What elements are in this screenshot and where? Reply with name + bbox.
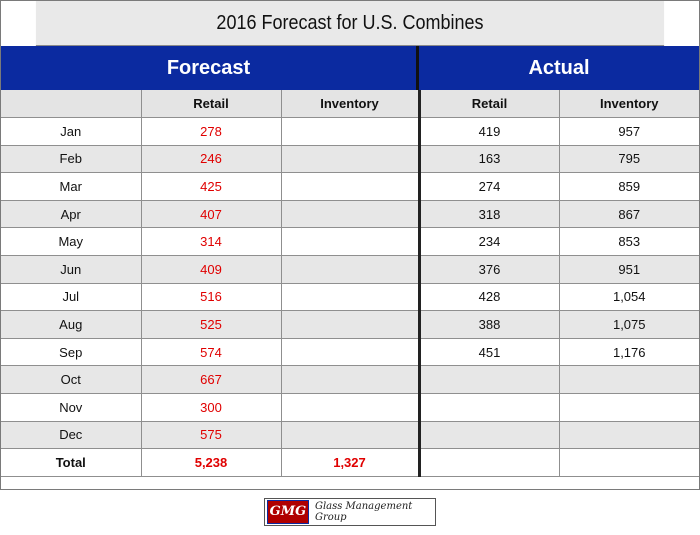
total-row: Total 5,238 1,327 [1, 448, 699, 477]
actual-band: Actual [419, 46, 699, 90]
table-row: Dec 575 [1, 420, 699, 450]
logo-mark: GMG [267, 500, 309, 524]
table-row: Oct 667 [1, 365, 699, 395]
actual-retail-cell: 376 [418, 255, 560, 284]
forecast-table-frame: 2016 Forecast for U.S. Combines Forecast… [0, 0, 700, 490]
forecast-retail-cell: 575 [140, 420, 282, 450]
forecast-retail-cell: 409 [140, 255, 282, 284]
forecast-retail-cell: 667 [140, 365, 282, 395]
actual-retail-cell: 428 [418, 282, 560, 312]
forecast-retail-cell: 425 [140, 172, 282, 201]
forecast-retail-cell: 525 [140, 310, 282, 339]
actual-inventory-cell: 951 [558, 255, 699, 284]
actual-inventory-cell: 795 [558, 144, 699, 174]
month-cell: Mar [1, 172, 142, 201]
gmg-logo: GMG Glass Management Group [264, 498, 436, 526]
section-bands: Forecast Actual [1, 46, 699, 90]
actual-inventory-cell: 957 [558, 117, 699, 146]
forecast-band: Forecast [1, 46, 419, 90]
month-cell: Jun [1, 255, 142, 284]
logo-text: Glass Management Group [314, 501, 413, 523]
forecast-inventory-cell [280, 337, 421, 367]
header-actual-inventory: Inventory [558, 90, 699, 119]
forecast-retail-cell: 300 [140, 393, 282, 422]
header-forecast-inventory: Inventory [280, 90, 421, 119]
table-title: 2016 Forecast for U.S. Combines [35, 1, 665, 46]
table-row: Jun 409 376 951 [1, 255, 699, 284]
forecast-retail-cell: 574 [140, 337, 282, 367]
month-cell: Jan [1, 117, 142, 146]
month-cell: Jul [1, 282, 142, 312]
forecast-inventory-cell [280, 282, 421, 312]
header-actual-retail: Retail [418, 90, 560, 119]
actual-retail-cell: 451 [418, 337, 560, 367]
actual-inventory-cell: 1,176 [558, 337, 699, 367]
forecast-retail-cell: 516 [140, 282, 282, 312]
actual-retail-cell: 163 [418, 144, 560, 174]
table-row: Feb 246 163 795 [1, 144, 699, 174]
actual-inventory-cell [558, 365, 699, 395]
column-header-row: Retail Inventory Retail Inventory [1, 90, 699, 119]
actual-retail-cell: 419 [418, 117, 560, 146]
month-cell: Apr [1, 199, 142, 229]
month-cell: Aug [1, 310, 142, 339]
actual-retail-cell: 234 [418, 227, 560, 257]
forecast-retail-cell: 278 [140, 117, 282, 146]
actual-retail-cell [418, 420, 560, 450]
forecast-inventory-cell [280, 310, 421, 339]
table-row: Aug 525 388 1,075 [1, 310, 699, 339]
total-forecast-retail-cell: 5,238 [140, 448, 282, 477]
actual-inventory-cell: 1,075 [558, 310, 699, 339]
table-row: Nov 300 [1, 393, 699, 422]
forecast-inventory-cell [280, 365, 421, 395]
forecast-retail-cell: 407 [140, 199, 282, 229]
table-row: Apr 407 318 867 [1, 199, 699, 229]
month-cell: Sep [1, 337, 142, 367]
forecast-inventory-cell [280, 144, 421, 174]
total-actual-inventory-cell [558, 448, 699, 477]
month-cell: May [1, 227, 142, 257]
forecast-inventory-cell [280, 393, 421, 422]
actual-retail-cell [418, 365, 560, 395]
total-label-cell: Total [1, 448, 142, 477]
table-row: Jan 278 419 957 [1, 117, 699, 146]
actual-retail-cell: 318 [418, 199, 560, 229]
forecast-inventory-cell [280, 117, 421, 146]
actual-retail-cell [418, 393, 560, 422]
actual-inventory-cell [558, 393, 699, 422]
actual-inventory-cell: 867 [558, 199, 699, 229]
month-cell: Feb [1, 144, 142, 174]
forecast-inventory-cell [280, 172, 421, 201]
forecast-retail-cell: 246 [140, 144, 282, 174]
total-forecast-inventory-cell: 1,327 [280, 448, 421, 477]
table-row: Sep 574 451 1,176 [1, 337, 699, 367]
actual-inventory-cell: 1,054 [558, 282, 699, 312]
header-month [1, 90, 142, 119]
actual-inventory-cell: 853 [558, 227, 699, 257]
forecast-inventory-cell [280, 420, 421, 450]
month-cell: Dec [1, 420, 142, 450]
actual-retail-cell: 388 [418, 310, 560, 339]
forecast-inventory-cell [280, 199, 421, 229]
actual-retail-cell: 274 [418, 172, 560, 201]
forecast-inventory-cell [280, 255, 421, 284]
total-actual-retail-cell [418, 448, 560, 477]
forecast-retail-cell: 314 [140, 227, 282, 257]
header-forecast-retail: Retail [140, 90, 282, 119]
table-row: Mar 425 274 859 [1, 172, 699, 201]
actual-inventory-cell [558, 420, 699, 450]
actual-inventory-cell: 859 [558, 172, 699, 201]
month-cell: Nov [1, 393, 142, 422]
table-row: May 314 234 853 [1, 227, 699, 257]
data-table: Retail Inventory Retail Inventory Jan 278… [1, 90, 699, 477]
month-cell: Oct [1, 365, 142, 395]
table-row: Jul 516 428 1,054 [1, 282, 699, 312]
forecast-inventory-cell [280, 227, 421, 257]
